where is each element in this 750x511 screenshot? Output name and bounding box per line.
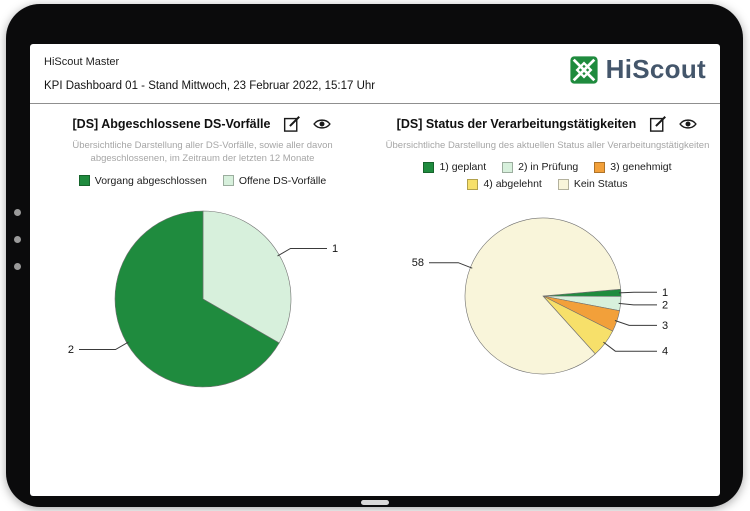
hiscout-logo-icon <box>570 55 598 84</box>
callout-line <box>618 303 657 306</box>
pie-chart-status: 12 3 4 58 <box>411 218 668 375</box>
legend-item: 2) in Prüfung <box>502 161 578 173</box>
legend-item: 1) geplant <box>423 161 486 173</box>
legend-label: 3) genehmigt <box>610 161 672 174</box>
callout-line <box>276 247 327 257</box>
bezel-port <box>360 500 389 505</box>
callout-line <box>618 292 657 294</box>
callout-label: 2 <box>662 300 668 312</box>
bezel-button <box>14 236 21 243</box>
callout-label: 4 <box>662 346 668 358</box>
edit-icon[interactable] <box>282 114 302 134</box>
eye-icon-glyph <box>679 119 698 129</box>
legend-swatch <box>594 161 606 173</box>
callout-line <box>78 341 129 350</box>
legend-item: 3) genehmigt <box>594 161 672 174</box>
eye-icon[interactable] <box>678 114 698 134</box>
edit-icon[interactable] <box>648 114 668 134</box>
edit-icon-glyph <box>650 116 667 132</box>
chart-subtitle: Übersichtliche Darstellung des aktuellen… <box>385 140 710 151</box>
eye-icon[interactable] <box>312 114 332 134</box>
callout-label: 3 <box>662 320 668 332</box>
legend-label: 2) in Prüfung <box>518 161 579 174</box>
legend-item: Vorgang abgeschlossen <box>78 174 207 187</box>
legend-swatch <box>502 161 514 173</box>
legend-label: Kein Status <box>573 178 628 191</box>
legend-item: Kein Status <box>557 178 628 191</box>
chart-title: [DS] Abgeschlossene DS-Vorfälle <box>72 117 271 131</box>
dashboard-title: KPI Dashboard 01 - Stand Mittwoch, 23 Fe… <box>44 80 376 92</box>
edit-icon-glyph <box>284 116 301 132</box>
panel-ds-vorfaelle: [DS] Abgeschlossene DS-Vorfälle <box>30 104 375 405</box>
chart-subtitle: Übersichtliche Darstellung aller DS-Vorf… <box>72 140 333 165</box>
legend-label: 4) abgelehnt <box>483 178 542 191</box>
panel-actions <box>648 114 698 134</box>
callout-label: 1 <box>662 287 668 299</box>
panel-actions <box>282 114 332 134</box>
logo-text: HiScout <box>605 54 706 84</box>
panel-verarbeitungstaetigkeiten: [DS] Status der Verarbeitungstätigkeiten <box>375 104 720 394</box>
legend-label: Offene DS-Vorfälle <box>238 174 327 187</box>
legend-swatch <box>467 178 479 190</box>
callout-line <box>602 342 657 353</box>
chart-legend: 1) geplant 2) in Prüfung 3) genehmigt 4) ab… <box>398 161 698 190</box>
screen: HiScout Master KPI Dashboard 01 - Stand … <box>30 44 720 496</box>
pie-chart-ds-vorfaelle: 12 <box>67 210 338 387</box>
legend-item: 4) abgelehnt <box>467 178 542 191</box>
legend-label: 1) geplant <box>439 161 487 174</box>
hiscout-logo: HiScout <box>569 54 706 85</box>
callout-label: 58 <box>411 257 423 269</box>
legend-swatch <box>557 178 569 190</box>
callout-label: 2 <box>67 344 73 356</box>
legend-item: Offene DS-Vorfälle <box>222 174 327 187</box>
legend-swatch <box>423 161 435 173</box>
legend-swatch <box>222 175 234 187</box>
tablet-frame: HiScout Master KPI Dashboard 01 - Stand … <box>6 4 743 507</box>
callout-label: 1 <box>332 243 338 255</box>
bezel-button <box>14 209 21 216</box>
panel-title-row: [DS] Status der Verarbeitungstätigkeiten <box>375 114 720 134</box>
callout-line <box>614 320 657 327</box>
panel-title-row: [DS] Abgeschlossene DS-Vorfälle <box>30 114 375 134</box>
app-title: HiScout Master <box>44 56 120 68</box>
eye-icon-glyph <box>313 119 332 129</box>
chart-legend: Vorgang abgeschlossen Offene DS-Vorfälle <box>78 174 327 187</box>
legend-label: Vorgang abgeschlossen <box>94 174 207 187</box>
legend-swatch <box>78 175 90 187</box>
app-header: HiScout Master KPI Dashboard 01 - Stand … <box>30 44 720 104</box>
callout-line <box>428 262 472 269</box>
dashboard-panels: [DS] Abgeschlossene DS-Vorfälle <box>30 104 720 405</box>
bezel-button <box>14 263 21 270</box>
chart-title: [DS] Status der Verarbeitungstätigkeiten <box>396 117 637 131</box>
